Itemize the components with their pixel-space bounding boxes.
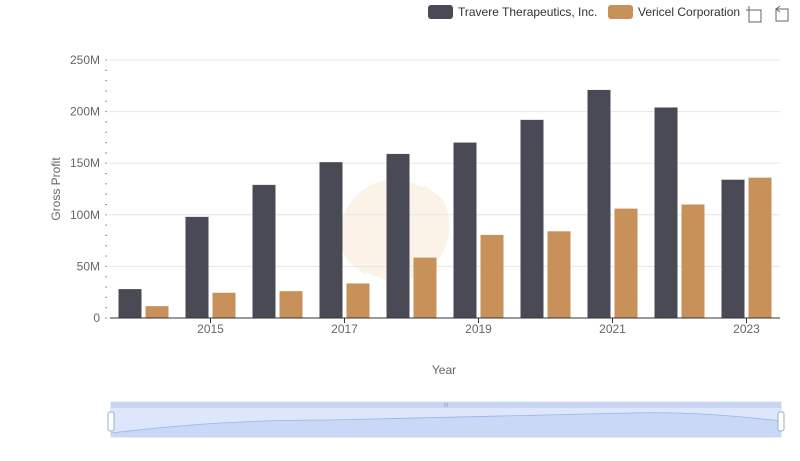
x-tick-label: 2015 — [197, 322, 224, 336]
x-axis-title: Year — [432, 363, 456, 377]
y-axis-ticks: 0 50M 100M 150M 200M 250M — [70, 53, 107, 325]
y-tick-label: 200M — [70, 105, 100, 119]
bar-vericel-2014[interactable] — [145, 306, 169, 318]
bar-vericel-2021[interactable] — [614, 208, 638, 318]
bars — [118, 89, 772, 318]
bar-travere-2023[interactable] — [721, 179, 745, 318]
bar-travere-2015[interactable] — [185, 216, 209, 318]
x-tick-label: 2017 — [331, 322, 358, 336]
data-zoom-slider[interactable]: III — [107, 401, 785, 438]
bar-travere-2017[interactable] — [319, 162, 343, 318]
bar-vericel-2018[interactable] — [413, 257, 437, 318]
legend-swatch-travere — [428, 5, 453, 19]
zoom-reset-icon[interactable] — [775, 5, 789, 22]
bar-travere-2018[interactable] — [386, 153, 410, 318]
data-zoom-right-handle[interactable] — [777, 411, 785, 432]
x-axis-ticks: 2015 2017 2019 2021 2023 — [197, 318, 760, 336]
bar-vericel-2019[interactable] — [480, 234, 504, 318]
data-zoom-preview-line — [110, 412, 782, 434]
bar-vericel-2016[interactable] — [279, 291, 303, 318]
y-tick-label: 0 — [93, 311, 100, 325]
bar-vericel-2017[interactable] — [346, 283, 370, 318]
data-zoom-top-bar[interactable] — [111, 402, 781, 408]
bar-travere-2014[interactable] — [118, 289, 142, 318]
x-tick-label: 2023 — [733, 322, 760, 336]
legend-swatch-vericel — [608, 5, 633, 19]
bar-travere-2019[interactable] — [453, 142, 477, 318]
data-zoom-preview-area — [111, 412, 781, 437]
legend-label-vericel: Vericel Corporation — [638, 5, 740, 19]
y-tick-label: 250M — [70, 53, 100, 67]
bar-travere-2021[interactable] — [587, 89, 611, 318]
bar-travere-2016[interactable] — [252, 184, 276, 318]
bar-vericel-2015[interactable] — [212, 292, 236, 318]
y-tick-label: 50M — [77, 259, 100, 273]
x-tick-label: 2021 — [599, 322, 626, 336]
legend-item-travere[interactable]: Travere Therapeutics, Inc. — [428, 5, 597, 19]
legend-label-travere: Travere Therapeutics, Inc. — [458, 5, 597, 19]
legend: Travere Therapeutics, Inc. Vericel Corpo… — [428, 5, 740, 19]
bar-vericel-2020[interactable] — [547, 231, 571, 318]
data-zoom-handle-label: III — [444, 403, 448, 409]
y-tick-label: 150M — [70, 156, 100, 170]
zoom-select-icon[interactable] — [746, 6, 762, 23]
x-tick-label: 2019 — [465, 322, 492, 336]
data-zoom-left-handle[interactable] — [107, 411, 115, 432]
bar-vericel-2022[interactable] — [681, 204, 705, 318]
bar-travere-2020[interactable] — [520, 119, 544, 318]
y-tick-label: 100M — [70, 208, 100, 222]
bar-travere-2022[interactable] — [654, 107, 678, 318]
y-axis-title: Gross Profit — [49, 157, 63, 221]
legend-item-vericel[interactable]: Vericel Corporation — [608, 5, 740, 19]
bar-vericel-2023[interactable] — [748, 177, 772, 318]
